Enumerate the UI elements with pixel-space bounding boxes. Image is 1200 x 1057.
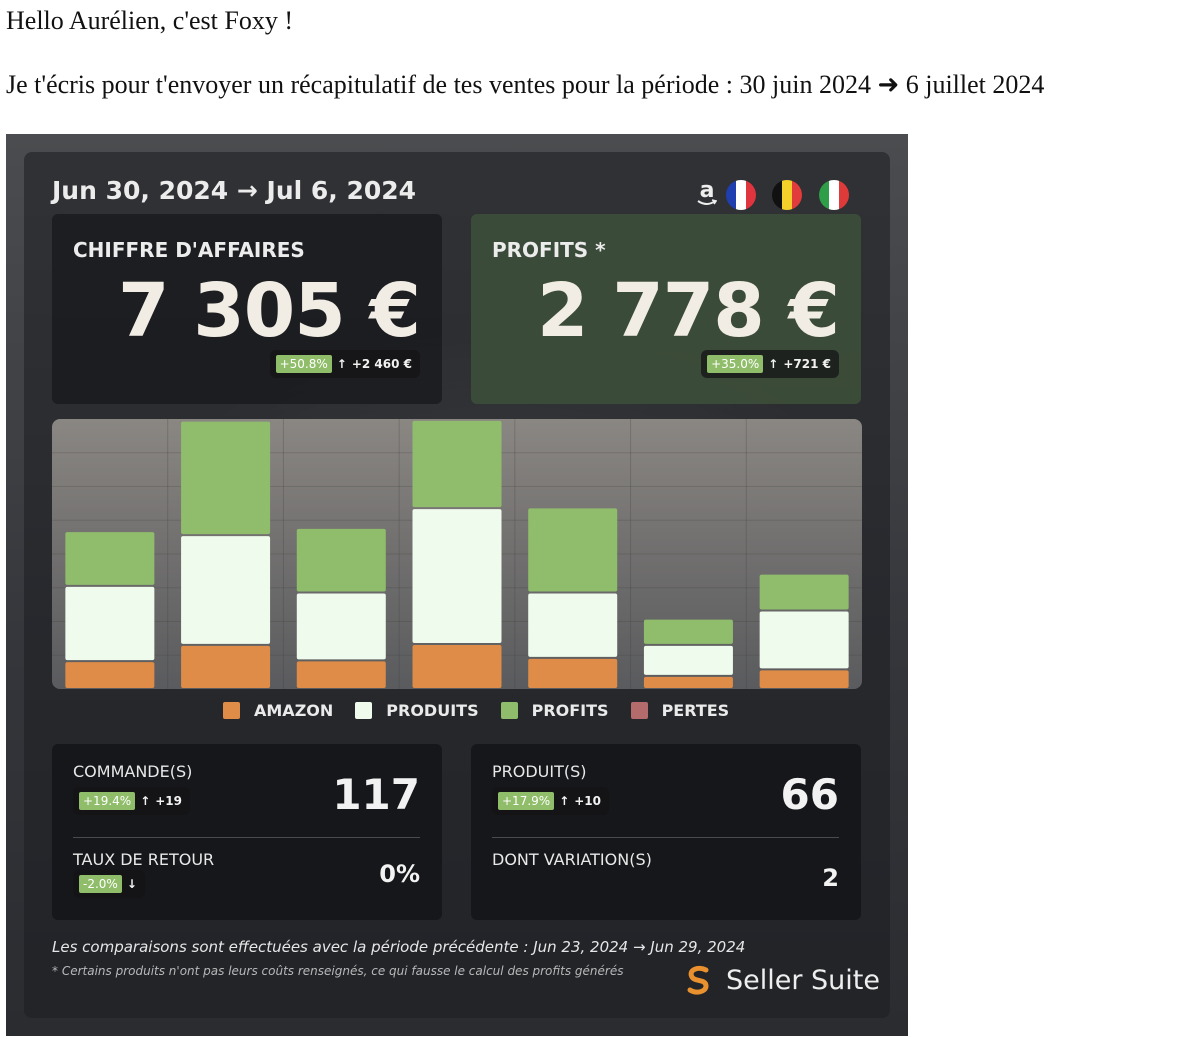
legend-label-pertes: PERTES — [661, 701, 730, 720]
bar-amazon-jul-1 — [181, 645, 271, 688]
bar-amazon-jul-6 — [759, 670, 849, 688]
amazon-icon: a — [697, 178, 717, 205]
france-flag-icon — [726, 180, 756, 210]
bar-profits-jul-5 — [643, 619, 733, 644]
products-stats-card: PRODUIT(S) +17.9% ↑ +10 66 DONT VARIATIO… — [471, 744, 861, 920]
sales-report-image: Jun 30, 2024 → Jul 6, 2024 a CHIFFRE D'A… — [6, 134, 908, 1036]
stats-divider — [492, 837, 839, 838]
return-rate-value: 0% — [379, 860, 420, 888]
products-delta: +17.9% ↑ +10 — [492, 787, 610, 815]
brand-name: Seller Suite — [726, 964, 880, 996]
chart-legend: AMAZON PRODUITS PROFITS PERTES — [223, 701, 729, 720]
seller-suite-brand: Seller Suite — [682, 964, 880, 996]
bar-produits-jul-6 — [759, 611, 849, 669]
products-delta-abs: +10 — [574, 794, 602, 808]
revenue-delta-pct: +50.8% — [275, 355, 332, 373]
bar-profits-jul-6 — [759, 574, 849, 610]
revenue-delta-abs: +2 460 € — [351, 357, 412, 371]
bar-amazon-jul-3 — [412, 645, 502, 688]
italy-flag-icon — [819, 180, 849, 210]
legend-swatch-produits — [355, 702, 373, 719]
report-period: Jun 30, 2024 → Jul 6, 2024 — [52, 176, 417, 205]
bar-profits-jul-4 — [528, 508, 618, 592]
stats-divider — [73, 837, 420, 838]
seller-suite-logo-icon — [687, 965, 709, 995]
orders-value: 117 — [332, 770, 420, 819]
profits-delta: +35.0% ↑ +721 € — [701, 350, 839, 378]
return-rate-label: TAUX DE RETOUR — [73, 850, 215, 869]
profits-title: PROFITS * — [492, 238, 606, 262]
legend-label-amazon: AMAZON — [254, 701, 334, 720]
return-rate-delta-pct: -2.0% — [79, 875, 122, 893]
comparison-footnote: Les comparaisons sont effectuées avec la… — [52, 938, 746, 956]
orders-delta-pct: +19.4% — [79, 792, 136, 810]
legend-swatch-profits — [500, 702, 518, 719]
bar-amazon-jul-4 — [528, 658, 618, 688]
profits-delta-pct: +35.0% — [707, 355, 764, 373]
bar-profits-jul-1 — [181, 421, 271, 535]
report-card: Jun 30, 2024 → Jul 6, 2024 a CHIFFRE D'A… — [24, 152, 890, 1018]
orders-label: COMMANDE(S) — [73, 762, 193, 781]
sales-chart-svg — [52, 419, 862, 689]
bar-produits-jul-1 — [181, 536, 271, 644]
bar-amazon-jul-5 — [643, 676, 733, 688]
arrow-up-icon: ↑ — [140, 794, 151, 808]
bar-produits-jul-2 — [296, 593, 386, 660]
bar-profits-jul-3 — [412, 420, 502, 508]
legend-label-profits: PROFITS — [531, 701, 609, 720]
products-value: 66 — [780, 770, 839, 819]
legend-item-produits: PRODUITS — [355, 701, 479, 720]
profits-card: PROFITS * 2 778 € +35.0% ↑ +721 € — [471, 214, 861, 404]
legend-item-pertes: PERTES — [630, 701, 730, 720]
bar-profits-jun-30 — [65, 532, 155, 585]
sales-chart — [52, 419, 862, 689]
legend-swatch-pertes — [630, 702, 648, 719]
orders-stats-card: COMMANDE(S) +19.4% ↑ +19 117 TAUX DE RET… — [52, 744, 442, 920]
legend-item-amazon: AMAZON — [223, 701, 333, 720]
arrow-down-icon: ↓ — [126, 877, 137, 891]
bar-profits-jul-2 — [296, 528, 386, 592]
bar-amazon-jul-2 — [296, 661, 386, 688]
bar-produits-jun-30 — [65, 586, 155, 661]
costs-footnote: * Certains produits n'ont pas leurs coût… — [52, 964, 624, 978]
profits-delta-abs: +721 € — [783, 357, 831, 371]
legend-swatch-amazon — [223, 702, 240, 719]
legend-label-produits: PRODUITS — [386, 701, 479, 720]
legend-item-profits: PROFITS — [500, 701, 609, 720]
arrow-up-icon: ↑ — [336, 357, 347, 371]
bar-produits-jul-3 — [412, 509, 502, 643]
products-label: PRODUIT(S) — [492, 762, 587, 781]
arrow-up-icon: ↑ — [768, 357, 779, 371]
bar-amazon-jun-30 — [65, 662, 155, 688]
email-greeting: Hello Aurélien, c'est Foxy ! — [6, 6, 294, 35]
bar-produits-jul-5 — [643, 645, 733, 675]
profits-value: 2 778 € — [537, 268, 840, 354]
email-intro: Je t'écris pour t'envoyer un récapitulat… — [6, 70, 1045, 99]
belgium-flag-icon — [772, 180, 802, 210]
orders-delta-abs: +19 — [155, 794, 183, 808]
products-delta-pct: +17.9% — [498, 792, 555, 810]
bar-produits-jul-4 — [528, 593, 618, 657]
revenue-card: CHIFFRE D'AFFAIRES 7 305 € +50.8% ↑ +2 4… — [52, 214, 442, 404]
variations-label: DONT VARIATION(S) — [492, 850, 652, 869]
revenue-title: CHIFFRE D'AFFAIRES — [73, 238, 305, 262]
revenue-value: 7 305 € — [118, 268, 421, 354]
return-rate-delta: -2.0% ↓ — [73, 870, 145, 898]
arrow-up-icon: ↑ — [559, 794, 570, 808]
variations-value: 2 — [822, 864, 839, 892]
revenue-delta: +50.8% ↑ +2 460 € — [269, 350, 420, 378]
orders-delta: +19.4% ↑ +19 — [73, 787, 191, 815]
